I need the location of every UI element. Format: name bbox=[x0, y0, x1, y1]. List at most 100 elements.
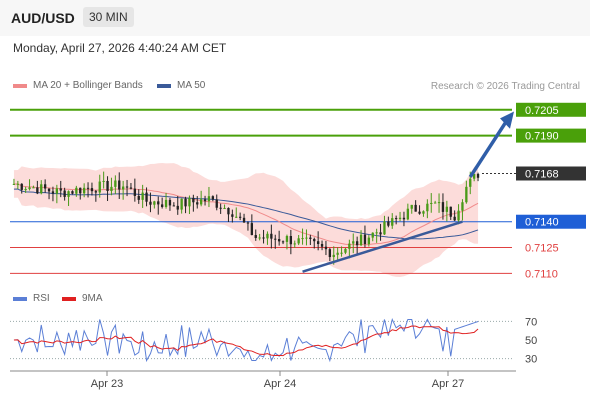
last-price-badge bbox=[516, 166, 586, 181]
rsi-line bbox=[13, 317, 479, 363]
candle-body bbox=[59, 188, 62, 191]
candle-body bbox=[332, 254, 335, 258]
candle-body bbox=[219, 207, 222, 209]
level-badge-0.7205 bbox=[516, 102, 586, 117]
candle-body bbox=[133, 188, 137, 196]
ma50-swatch bbox=[157, 83, 171, 88]
candle-body bbox=[43, 184, 47, 189]
candle-body bbox=[199, 199, 203, 205]
candle-body bbox=[355, 241, 359, 246]
candle-body bbox=[36, 187, 39, 194]
candle-body bbox=[449, 206, 452, 217]
candle-body bbox=[12, 183, 16, 185]
candle-body bbox=[379, 232, 382, 235]
candle-body bbox=[121, 186, 125, 190]
candle-body bbox=[359, 234, 363, 246]
candle-body bbox=[196, 202, 199, 205]
candle-body bbox=[16, 183, 20, 185]
candle-body bbox=[293, 243, 296, 245]
candle-body bbox=[254, 235, 257, 238]
candle-body bbox=[227, 207, 230, 215]
candle-body bbox=[406, 208, 410, 220]
candle-body bbox=[67, 191, 70, 197]
legend-rsi-label: RSI bbox=[33, 293, 50, 304]
candle-body bbox=[71, 191, 74, 194]
legend-rsi-ma: 9MA bbox=[62, 293, 103, 304]
rsi-tick-30: 30 bbox=[525, 354, 537, 366]
candle-body bbox=[410, 204, 413, 209]
candle-body bbox=[82, 187, 86, 194]
candle-body bbox=[394, 218, 398, 220]
candle-body bbox=[180, 198, 183, 210]
credit-text: Research © 2026 Trading Central bbox=[430, 81, 580, 92]
candle-body bbox=[270, 233, 273, 239]
candle-body bbox=[102, 180, 105, 182]
legend-ma50: MA 50 bbox=[157, 80, 205, 91]
candle-body bbox=[90, 188, 94, 192]
candle-body bbox=[106, 180, 109, 191]
rsi-ma-line bbox=[13, 325, 479, 357]
candle-body bbox=[184, 198, 187, 207]
datetime-label: Monday, April 27, 2026 4:40:24 AM CET bbox=[13, 41, 227, 55]
target-arrow-head bbox=[500, 111, 514, 129]
rsi-tick-70: 70 bbox=[525, 316, 537, 328]
candle-body bbox=[352, 241, 355, 244]
candle-body bbox=[433, 202, 437, 204]
candle-body bbox=[457, 210, 460, 221]
candle-body bbox=[309, 237, 312, 239]
x-tick-label-1: Apr 24 bbox=[264, 378, 296, 390]
candle-body bbox=[453, 216, 456, 221]
candle-body bbox=[211, 196, 215, 200]
candle-body bbox=[94, 191, 98, 193]
candle-body bbox=[274, 238, 277, 240]
candle-body bbox=[344, 248, 347, 253]
candle-body bbox=[192, 197, 195, 203]
candle-body bbox=[371, 232, 374, 238]
candle-body bbox=[418, 211, 421, 214]
candle-body bbox=[461, 202, 464, 211]
candle-body bbox=[469, 178, 472, 187]
rsi-ma-swatch bbox=[62, 296, 76, 301]
candle-body bbox=[235, 216, 238, 218]
candle-body bbox=[40, 184, 43, 194]
candle-body bbox=[430, 202, 433, 204]
candle-body bbox=[215, 199, 218, 208]
legend-bollinger: MA 20 + Bollinger Bands bbox=[13, 80, 143, 91]
candle-body bbox=[118, 180, 121, 190]
candle-body bbox=[441, 202, 445, 212]
legend-rsi-ma-label: 9MA bbox=[82, 293, 103, 304]
ma50-line bbox=[13, 188, 479, 240]
legend-bollinger-label: MA 20 + Bollinger Bands bbox=[33, 80, 143, 91]
candle-body bbox=[348, 243, 351, 249]
candle-body bbox=[145, 192, 148, 202]
x-tick-label-2: Apr 27 bbox=[432, 378, 464, 390]
candle-body bbox=[445, 206, 449, 212]
candle-body bbox=[98, 181, 101, 193]
candle-body bbox=[203, 199, 207, 202]
candle-body bbox=[301, 238, 304, 240]
candle-body bbox=[28, 187, 31, 190]
candle-body bbox=[246, 222, 250, 224]
candle-body bbox=[305, 237, 308, 239]
candle-body bbox=[168, 199, 172, 206]
rsi-swatch bbox=[13, 296, 27, 301]
trendline bbox=[302, 220, 463, 273]
candle-body bbox=[320, 243, 324, 247]
candle-body bbox=[141, 192, 144, 200]
candle-body bbox=[277, 239, 281, 242]
candle-body bbox=[324, 246, 328, 250]
candle-body bbox=[125, 186, 129, 188]
candle-body bbox=[47, 188, 51, 192]
candle-body bbox=[129, 187, 133, 189]
candle-body bbox=[340, 252, 343, 254]
candle-body bbox=[238, 216, 242, 218]
candle-body bbox=[242, 217, 246, 223]
candle-body bbox=[437, 202, 441, 204]
candle-body bbox=[86, 187, 90, 189]
candle-body bbox=[391, 218, 394, 226]
timeframe-badge[interactable]: 30 MIN bbox=[83, 7, 134, 27]
candle-body bbox=[336, 252, 339, 255]
candle-body bbox=[32, 187, 35, 189]
candle-body bbox=[472, 173, 476, 179]
